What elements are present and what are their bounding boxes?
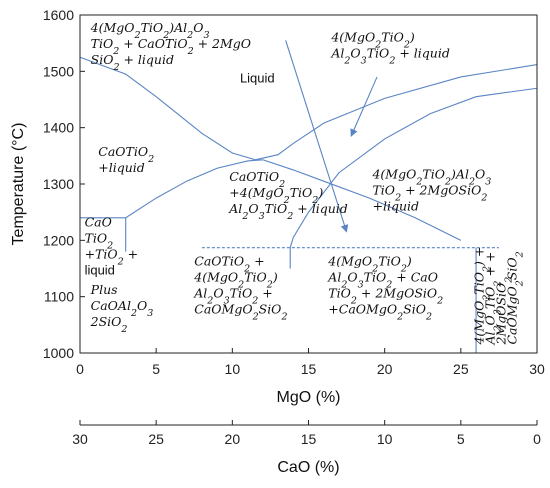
region-label-line: liquid: [85, 262, 115, 277]
y-tick-label: 1400: [43, 120, 74, 136]
x-tick-label: 15: [301, 361, 317, 377]
secondary-x-tick-label: 10: [377, 431, 393, 447]
region-label: CaOTiO2 +4(MgO2TiO2)Al2O3TiO2 +CaOMgO2Si…: [193, 254, 287, 323]
x-tick-label: 10: [225, 361, 241, 377]
x-axis-title: MgO (%): [277, 389, 341, 406]
arrow-line: [350, 76, 378, 137]
region-label: Liquid: [240, 71, 275, 86]
region-label: 4(MgO2TiO2)Al2O3TiO2 + liquid: [330, 29, 449, 66]
region-label: CaOTiO2+4(MgO2TiO2)Al2O3TiO2 + liquid: [228, 169, 347, 222]
region-label-line: TiO2 + 2MgOSiO2: [372, 182, 487, 203]
region-label-line: TiO2 + 2MgOSiO2: [328, 286, 443, 307]
region-label-line: 2MgOSiO2: [494, 277, 515, 346]
region-label-line: 4(MgO2TiO2): [193, 270, 278, 291]
region-label-line: +TiO2 +: [85, 246, 139, 267]
region-label-line: Al2O3TiO2 + liquid: [228, 201, 347, 222]
secondary-x-tick-label: 15: [301, 431, 317, 447]
y-tick-label: 1200: [43, 232, 74, 248]
region-label: 4(MgO2TiO2)Al2O3TiO2 + CaOTiO2 + 2MgOSiO…: [90, 20, 251, 73]
region-label-line: SiO2 + liquid: [91, 52, 174, 73]
phase-boundary: [125, 159, 263, 219]
region-label-line: TiO2 + CaOTiO2 + 2MgO: [91, 36, 251, 57]
region-labels: 4(MgO2TiO2)Al2O3TiO2 + CaOTiO2 + 2MgOSiO…: [85, 20, 526, 346]
region-label-line: CaOMgO2SiO2: [194, 302, 287, 323]
phase-boundary: [255, 64, 538, 161]
phase-boundary: [79, 56, 256, 161]
temperature-y-axis: 1000 1100 1200 1300 1400 1500 1600: [43, 7, 85, 361]
y-axis-title: Temperature (°C): [10, 123, 27, 246]
y-tick-label: 1000: [43, 345, 74, 361]
region-label-line: TiO2: [85, 230, 114, 251]
region-label-line: +liquid: [372, 198, 419, 213]
region-label-line: CaOAl2O3: [91, 298, 154, 319]
region-label-line: +CaOMgO2SiO2: [328, 302, 432, 323]
y-tick-label: 1500: [43, 63, 74, 79]
region-label-line: Al2O3TiO2 + CaO: [327, 270, 438, 291]
phase-boundary: [80, 217, 127, 252]
region-label-line: CaOMgO2SiO2: [505, 251, 526, 344]
arrow-line: [285, 40, 349, 233]
x-tick-label: 30: [529, 361, 545, 377]
secondary-x-tick-label: 5: [457, 431, 465, 447]
phase-boundaries: [79, 40, 538, 353]
region-label: CaOTiO2+TiO2 +liquid: [85, 214, 139, 277]
x-tick-label: 0: [76, 361, 84, 377]
y-tick-label: 1600: [43, 7, 74, 23]
x-tick-label: 5: [152, 361, 160, 377]
region-label-line: 2SiO2: [90, 314, 128, 335]
region-label-line: +4(MgO2TiO2): [229, 185, 323, 206]
region-label-line: Al2O3TiO2 + +: [483, 252, 504, 346]
region-label-line: CaOTiO2 +: [194, 254, 264, 275]
region-label-line: 4(MgO2TiO2)Al2O3: [371, 166, 491, 187]
region-label-line: CaOTiO2: [98, 144, 154, 165]
region-label-line: Al2O3TiO2 + liquid: [330, 45, 449, 66]
phase-boundary: [289, 87, 538, 248]
region-label-line: 4(MgO2TiO2) +: [472, 247, 493, 346]
region-label-line: Plus: [90, 282, 118, 297]
region-label-line: CaO: [85, 214, 112, 229]
region-label: 4(MgO2TiO2) +Al2O3TiO2 + +2MgOSiO2CaOMgO…: [472, 247, 526, 346]
secondary-x-axis-title: CaO (%): [277, 459, 339, 476]
region-label-line: Liquid: [240, 71, 275, 86]
region-label-line: 4(MgO2TiO2)Al2O3: [90, 20, 210, 41]
region-label-line: 4(MgO2TiO2): [327, 254, 412, 275]
mgo-x-axis: 0 5 10 15 20 25 30: [76, 348, 545, 377]
region-label: 4(MgO2TiO2)Al2O3TiO2 + 2MgOSiO2+liquid: [371, 166, 491, 213]
y-tick-label: 1100: [44, 289, 74, 305]
x-tick-label: 20: [377, 361, 393, 377]
region-label: 4(MgO2TiO2)Al2O3TiO2 + CaOTiO2 + 2MgOSiO…: [327, 254, 443, 323]
region-label-line: +liquid: [98, 160, 145, 175]
phase-boundary: [262, 159, 462, 241]
secondary-x-tick-label: 0: [533, 431, 541, 447]
secondary-x-tick-label: 30: [72, 431, 88, 447]
x-tick-label: 25: [453, 361, 469, 377]
y-tick-label: 1300: [43, 176, 74, 192]
region-label-line: Al2O3TiO2 +: [193, 286, 272, 307]
secondary-x-tick-label: 20: [225, 431, 241, 447]
cao-secondary-x-axis: 30 25 20 15 10 5 0: [72, 420, 541, 447]
secondary-x-tick-label: 25: [148, 431, 164, 447]
region-label: CaOTiO2+liquid: [98, 144, 154, 175]
region-label-line: CaOTiO2: [229, 169, 285, 190]
region-label-line: 4(MgO2TiO2): [330, 29, 415, 50]
